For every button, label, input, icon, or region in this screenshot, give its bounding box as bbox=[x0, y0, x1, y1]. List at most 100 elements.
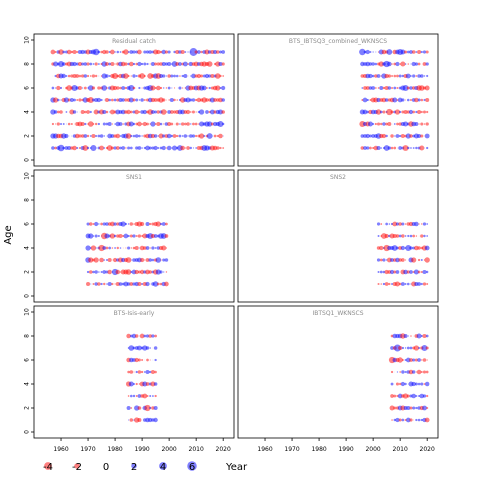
bubble bbox=[417, 258, 421, 262]
bubble bbox=[107, 257, 112, 263]
bubble bbox=[149, 406, 152, 410]
x-tick-label: 2020 bbox=[420, 446, 435, 453]
bubble bbox=[145, 346, 150, 350]
bubble bbox=[217, 109, 223, 115]
bubble bbox=[86, 134, 90, 138]
bubble bbox=[151, 406, 155, 410]
bubble bbox=[152, 281, 159, 287]
bubble bbox=[55, 87, 57, 89]
bubble bbox=[360, 146, 365, 150]
bubble bbox=[173, 87, 176, 89]
bubble bbox=[51, 86, 55, 90]
bubble bbox=[420, 282, 423, 286]
bubble bbox=[135, 370, 138, 374]
bubble bbox=[162, 74, 166, 78]
bubble bbox=[141, 135, 143, 137]
bubble bbox=[165, 75, 168, 77]
bubble bbox=[360, 61, 365, 67]
bubble bbox=[191, 73, 196, 79]
bubble bbox=[125, 257, 132, 263]
bubble bbox=[99, 134, 104, 138]
bubble bbox=[72, 49, 77, 55]
bubble bbox=[377, 87, 380, 89]
bubble bbox=[144, 404, 151, 412]
bubble bbox=[415, 75, 418, 77]
bubble bbox=[137, 394, 142, 398]
bubble bbox=[129, 357, 134, 363]
bubble bbox=[411, 257, 417, 263]
bubble bbox=[183, 134, 188, 138]
bubble bbox=[118, 97, 123, 103]
bubble bbox=[92, 235, 95, 237]
bubble bbox=[376, 222, 381, 226]
bubble bbox=[148, 146, 152, 150]
bubble bbox=[160, 233, 167, 239]
bubble bbox=[50, 109, 56, 115]
bubble bbox=[400, 133, 405, 139]
bubble bbox=[384, 282, 389, 286]
bubble bbox=[404, 259, 407, 261]
bubble bbox=[417, 358, 421, 362]
panel-title: Residual catch bbox=[112, 38, 156, 45]
bubble bbox=[422, 358, 427, 362]
bubble bbox=[92, 98, 95, 102]
bubble bbox=[426, 146, 429, 150]
bubble bbox=[100, 222, 103, 226]
bubble bbox=[113, 222, 117, 226]
bubble bbox=[154, 87, 157, 89]
bubble bbox=[128, 419, 130, 421]
bubble bbox=[189, 111, 192, 113]
bubble bbox=[99, 145, 104, 151]
bubble bbox=[222, 147, 225, 149]
bubble bbox=[186, 122, 190, 126]
bubble bbox=[63, 87, 65, 89]
bubble bbox=[378, 61, 384, 67]
bubble bbox=[88, 270, 93, 274]
bubble bbox=[365, 133, 370, 139]
bubble bbox=[101, 73, 107, 79]
bubble bbox=[412, 74, 416, 78]
bubble bbox=[92, 123, 95, 125]
bubble bbox=[426, 110, 429, 114]
x-tick-label: 1980 bbox=[107, 446, 122, 453]
bubble bbox=[415, 418, 418, 422]
bubble bbox=[173, 50, 176, 54]
panel-title: BTS_IBTSQ3_combined_WKNSCS bbox=[289, 38, 387, 45]
bubble bbox=[181, 135, 184, 137]
bubble bbox=[368, 86, 373, 90]
bubble bbox=[159, 282, 163, 286]
bubble bbox=[113, 146, 117, 150]
bubble bbox=[404, 235, 407, 237]
bubble bbox=[135, 382, 138, 386]
bubble bbox=[384, 98, 389, 102]
bubble bbox=[159, 270, 163, 274]
bubble bbox=[127, 246, 131, 250]
bubble bbox=[53, 97, 59, 103]
bubble bbox=[209, 97, 215, 103]
bubble bbox=[390, 146, 394, 150]
bubble bbox=[128, 121, 134, 127]
bubble bbox=[400, 61, 406, 67]
bubble bbox=[143, 74, 146, 78]
bubble bbox=[80, 49, 85, 55]
bubble bbox=[420, 418, 423, 422]
bubble bbox=[164, 234, 169, 238]
x-axis-label: Year bbox=[225, 462, 248, 473]
bubble bbox=[403, 110, 408, 114]
bubble bbox=[363, 50, 367, 54]
bubble bbox=[163, 271, 165, 273]
bubble bbox=[411, 86, 416, 90]
bubble bbox=[393, 394, 397, 398]
bubble bbox=[126, 282, 131, 286]
legend-bubble bbox=[131, 463, 137, 469]
bubble bbox=[138, 86, 141, 90]
bubble-series bbox=[85, 221, 169, 287]
bubble bbox=[107, 269, 112, 275]
bubble bbox=[404, 283, 407, 285]
bubble bbox=[77, 61, 83, 67]
bubble bbox=[151, 334, 155, 338]
bubble bbox=[185, 109, 191, 115]
bubble bbox=[197, 50, 201, 54]
bubble bbox=[196, 97, 202, 103]
bubble bbox=[143, 246, 147, 250]
